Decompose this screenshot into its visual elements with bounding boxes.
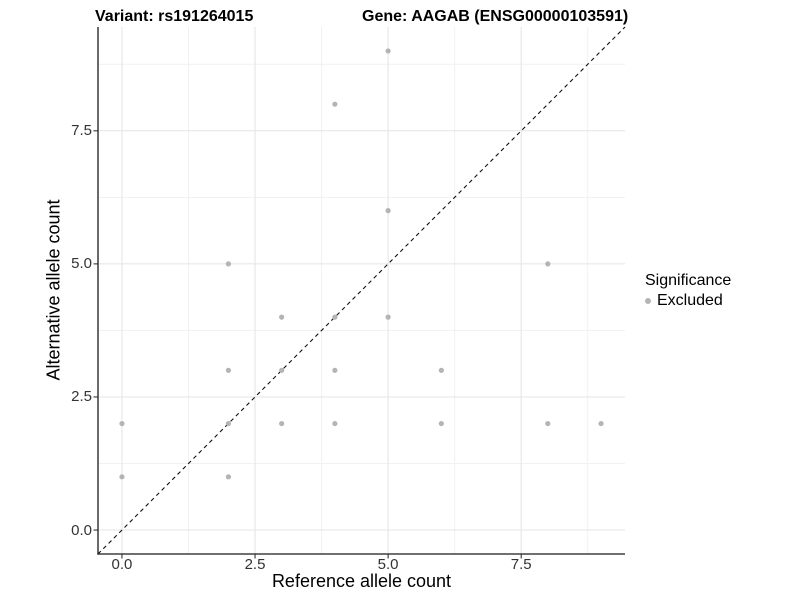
data-point bbox=[119, 474, 125, 480]
data-point bbox=[279, 314, 285, 320]
identity-dashed-line bbox=[97, 26, 626, 555]
data-point bbox=[438, 420, 444, 427]
plot-title-gene: Gene: AAGAB (ENSG00000103591) bbox=[362, 8, 629, 25]
plot-title-variant: Variant: rs191264015 bbox=[95, 8, 254, 25]
x-tick-label: 2.5 bbox=[244, 556, 266, 573]
data-point bbox=[545, 420, 551, 427]
data-point bbox=[332, 101, 338, 107]
x-axis-title: Reference allele count bbox=[271, 571, 452, 591]
y-tick-label: 7.5 bbox=[71, 122, 92, 140]
legend-title: Significance bbox=[645, 272, 732, 289]
data-point bbox=[225, 367, 232, 373]
data-point bbox=[279, 420, 285, 427]
data-point bbox=[438, 367, 444, 373]
data-point bbox=[225, 474, 232, 480]
data-point bbox=[545, 261, 551, 267]
x-tick-label: 0.0 bbox=[111, 556, 133, 573]
legend-item-excluded: Excluded bbox=[645, 292, 731, 310]
data-point bbox=[225, 420, 232, 427]
x-tick-label: 5.0 bbox=[377, 556, 399, 573]
data-point bbox=[332, 314, 338, 320]
legend: Significance Excluded bbox=[645, 272, 731, 310]
legend-key-dot-icon bbox=[645, 298, 651, 304]
y-axis-title: Alternative allele count bbox=[43, 199, 64, 381]
data-point bbox=[119, 420, 125, 427]
x-tick-label: 7.5 bbox=[510, 556, 532, 573]
y-tick-label: 0.0 bbox=[71, 521, 92, 539]
data-point bbox=[279, 367, 285, 373]
data-point bbox=[332, 420, 338, 427]
data-point bbox=[385, 314, 391, 320]
legend-item-label: Excluded bbox=[657, 292, 723, 309]
data-point bbox=[598, 420, 604, 427]
data-point bbox=[332, 367, 338, 373]
data-point bbox=[385, 208, 391, 214]
y-tick-label: 5.0 bbox=[71, 255, 92, 273]
data-point bbox=[385, 48, 391, 54]
y-tick-label: 2.5 bbox=[71, 388, 92, 406]
data-point bbox=[225, 261, 232, 267]
